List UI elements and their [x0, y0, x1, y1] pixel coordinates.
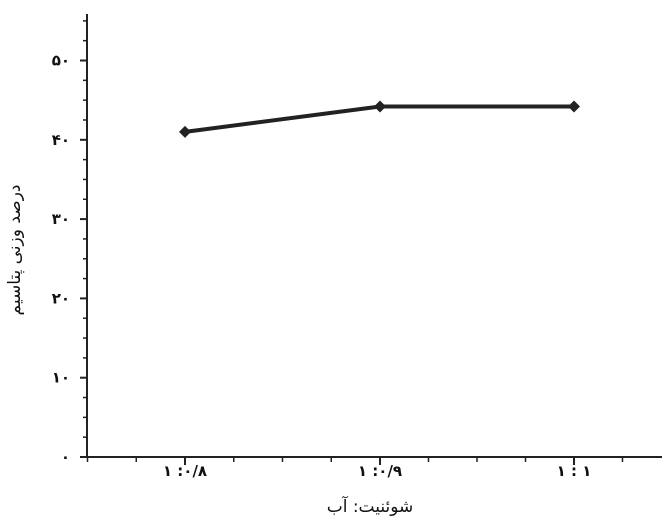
y-axis-title: درصد وزنی پتاسیم	[5, 185, 25, 316]
x-tick-label: ۱ :۰/۹	[358, 462, 402, 480]
data-point	[179, 125, 191, 138]
data-point	[374, 100, 386, 113]
x-tick-label: ۱ :۰/۸	[163, 462, 207, 480]
y-tick-label: ۴۰	[52, 131, 70, 149]
x-axis-title: شوئنیت: آب	[327, 495, 414, 517]
y-tick-label: ۵۰	[52, 52, 70, 70]
y-tick-label: ۱۰	[52, 369, 70, 387]
axes	[86, 14, 662, 458]
ticks: ۰ ۱۰ ۲۰ ۳۰ ۴۰ ۵۰ ۱ :۰/۸ ۱ :۰/۹ ۱ : ۱	[52, 20, 624, 480]
y-tick-label: ۲۰	[52, 289, 70, 307]
y-tick-label: ۳۰	[52, 210, 70, 228]
series	[179, 100, 580, 138]
data-point	[568, 100, 580, 113]
y-tick-label: ۰	[61, 448, 70, 466]
x-tick-label: ۱ : ۱	[557, 462, 592, 480]
